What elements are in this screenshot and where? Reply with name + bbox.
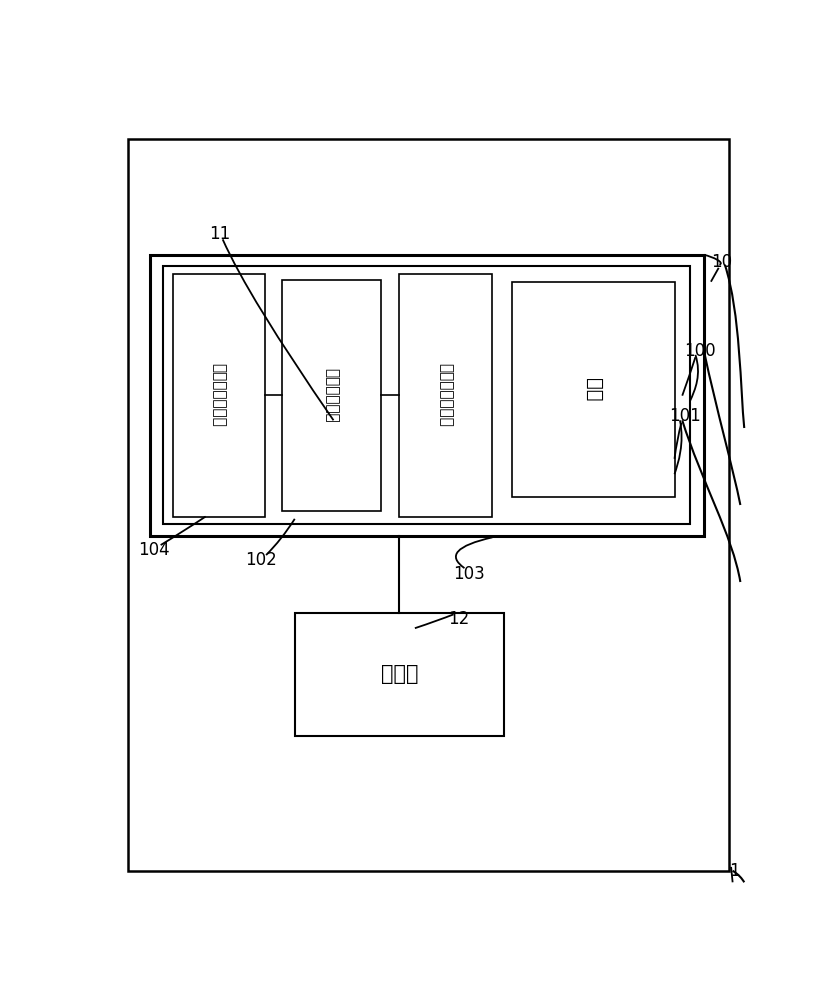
Text: 11: 11 — [209, 225, 230, 243]
Bar — [163, 266, 690, 524]
Text: 101: 101 — [669, 407, 701, 425]
Text: 12: 12 — [448, 610, 470, 628]
Text: 10: 10 — [711, 253, 732, 271]
Bar — [150, 255, 704, 536]
Bar — [282, 280, 381, 511]
Bar — [173, 274, 264, 517]
Bar — [294, 613, 504, 736]
Text: 103: 103 — [453, 565, 485, 583]
Text: 激发: 激发 — [584, 378, 602, 401]
Text: 100: 100 — [685, 342, 716, 360]
Bar — [512, 282, 675, 497]
Text: 气料储存发生器: 气料储存发生器 — [438, 363, 453, 427]
Text: 104: 104 — [138, 541, 169, 559]
Text: 液料储存发生器: 液料储存发生器 — [211, 363, 227, 427]
Text: 102: 102 — [246, 551, 278, 569]
Bar — [399, 274, 492, 517]
Text: 控释层: 控释层 — [381, 664, 418, 684]
Text: 液体控制单元: 液体控制单元 — [324, 368, 339, 423]
Text: 1: 1 — [729, 862, 739, 880]
